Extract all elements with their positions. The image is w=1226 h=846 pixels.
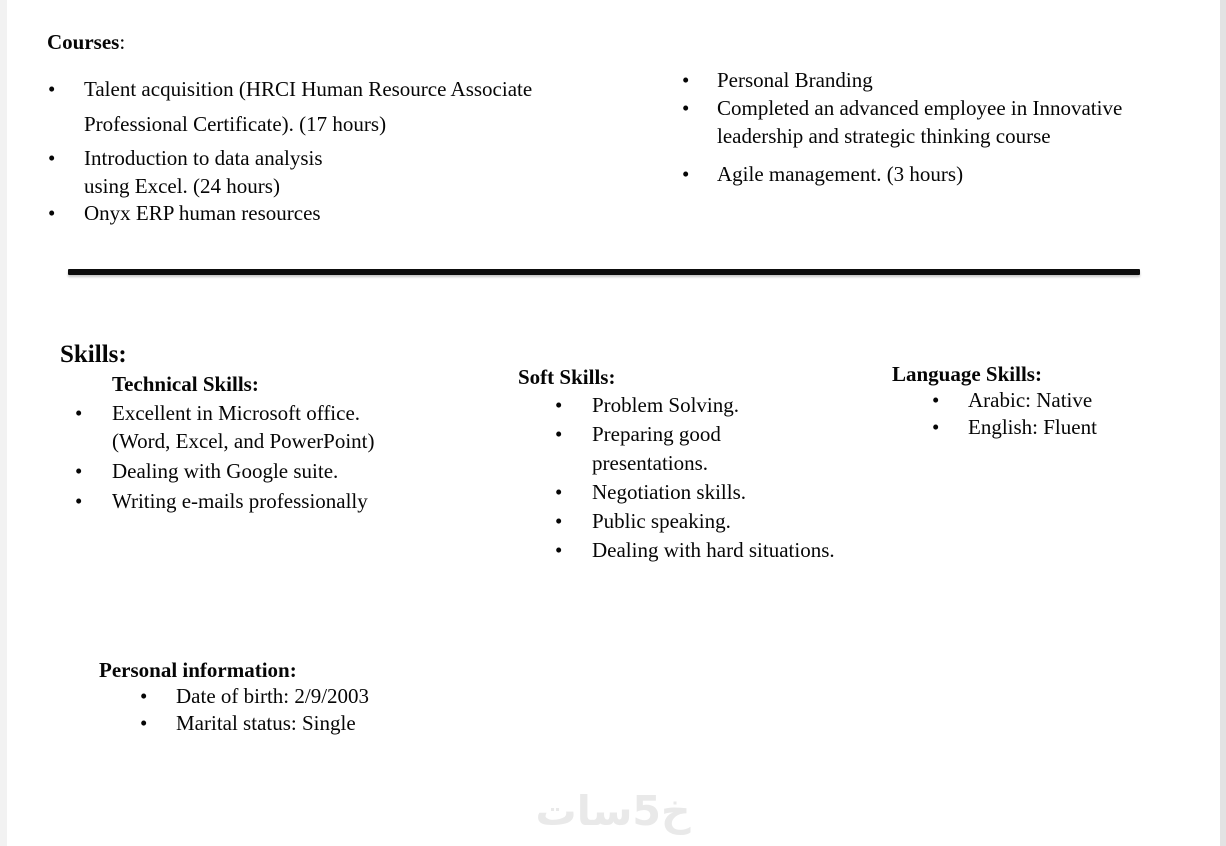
list-item: Negotiation skills. [555,478,835,507]
courses-heading: Courses: [47,30,125,55]
text-line: Date of birth: 2/9/2003 [176,684,370,708]
list-item: Talent acquisition (HRCI Human Resource … [48,72,533,142]
personal-information-heading: Personal information: [99,658,297,682]
list-item: Public speaking. [555,507,835,536]
text-line: (Word, Excel, and PowerPoint) [112,429,375,453]
personal-information-list: Date of birth: 2/9/2003 Marital status: … [140,683,370,737]
text-line: Dealing with Google suite. [112,459,339,483]
list-item: Preparing good presentations. [555,420,835,478]
text-line: Professional Certificate). (17 hours) [84,112,387,136]
list-item: Problem Solving. [555,391,835,420]
text-line: Onyx ERP human resources [84,201,321,225]
text-line: using Excel. (24 hours) [84,174,280,198]
text-line: Problem Solving. [592,393,740,417]
soft-skills-list: Problem Solving. Preparing good presenta… [555,391,835,565]
text-line: Talent acquisition (HRCI Human Resource … [84,77,533,101]
text-line: Public speaking. [592,509,731,533]
text-line: Agile management. (3 hours) [717,162,964,186]
courses-heading-text: Courses [47,30,120,54]
list-item: Completed an advanced employee in Innova… [682,94,1123,150]
list-item: Arabic: Native [932,387,1097,414]
courses-list-left: Talent acquisition (HRCI Human Resource … [48,72,533,227]
courses-list-right: Personal Branding Completed an advanced … [682,66,1123,188]
technical-skills-heading: Technical Skills: [112,372,259,396]
soft-skills-heading: Soft Skills: [518,365,616,389]
list-item: Introduction to data analysis using Exce… [48,144,532,200]
list-item: Personal Branding [682,66,1122,94]
language-skills-heading: Language Skills: [892,362,1042,386]
list-item: English: Fluent [932,414,1097,441]
text-line: Marital status: Single [176,711,356,735]
list-item: Excellent in Microsoft office. (Word, Ex… [75,399,375,455]
text-line: English: Fluent [968,415,1097,439]
text-line: Dealing with hard situations. [592,538,835,562]
list-item: Agile management. (3 hours) [682,160,1122,188]
list-item: Dealing with Google suite. [75,457,375,485]
text-line: Excellent in Microsoft office. [112,401,361,425]
text-line: Preparing good [592,422,721,446]
list-item: Writing e-mails professionally [75,487,375,515]
text-line: Personal Branding [717,68,873,92]
text-line: Introduction to data analysis [84,146,323,170]
section-divider-rule [68,269,1140,275]
technical-skills-list: Excellent in Microsoft office. (Word, Ex… [75,399,375,515]
list-item: Marital status: Single [140,710,369,737]
list-item: Onyx ERP human resources [48,200,532,227]
text-line: Completed an advanced employee in Innova… [717,96,1123,120]
text-line: Negotiation skills. [592,480,746,504]
text-line: Writing e-mails professionally [112,489,368,513]
text-line: Arabic: Native [968,388,1093,412]
list-item: Dealing with hard situations. [555,536,835,565]
courses-heading-colon: : [119,30,126,54]
khamsat-watermark: خ5سات [535,787,691,835]
page-left-edge [0,0,7,846]
skills-heading: Skills: [60,341,127,368]
language-skills-list: Arabic: Native English: Fluent [932,387,1097,441]
text-line: leadership and strategic thinking course [717,124,1051,148]
list-item: Date of birth: 2/9/2003 [140,683,370,710]
text-line: presentations. [592,451,709,475]
page-right-edge [1220,0,1226,846]
